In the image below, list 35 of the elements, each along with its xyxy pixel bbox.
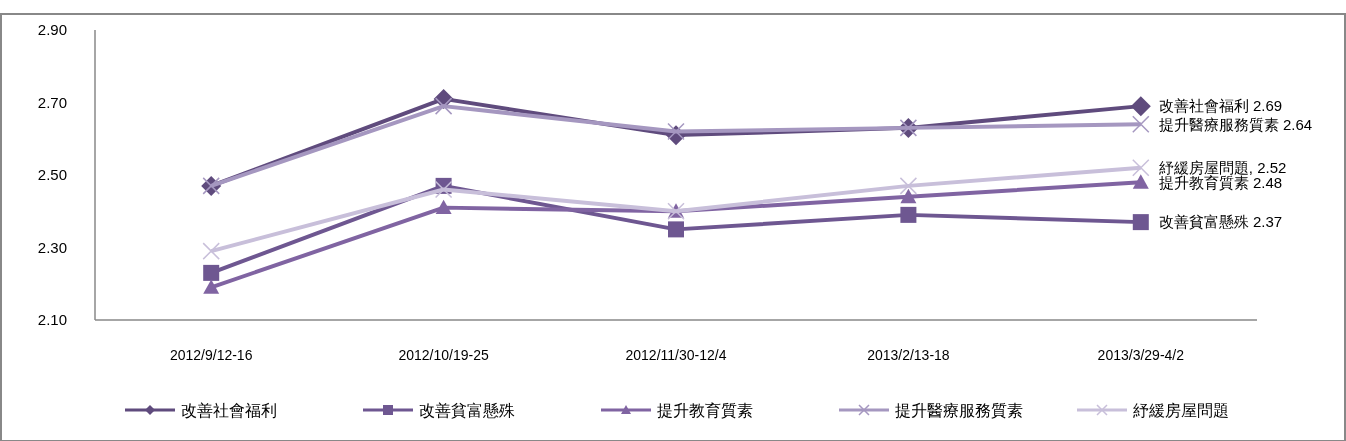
y-tick-label: 2.10 [37, 311, 67, 329]
annotation: 改善貧富懸殊 2.37 [1158, 213, 1283, 231]
point [202, 242, 220, 260]
annotation: 提升醫療服務質素 2.64 [1158, 115, 1313, 133]
point [899, 177, 918, 195]
point [434, 97, 453, 115]
point [900, 188, 917, 204]
point [434, 180, 453, 199]
legend-label: 提升教育質素 [657, 401, 753, 419]
y-tick-label: 2.30 [37, 238, 67, 256]
annotation: 改善社會福利 2.69 [1158, 97, 1283, 115]
legend-label: 紓緩房屋問題 [1133, 401, 1229, 419]
legend-label: 改善貧富懸殊 [419, 401, 515, 419]
point [667, 122, 685, 141]
x-tick-label: 2013/2/13-18 [867, 347, 950, 363]
x-tick-label: 2012/10/19-25 [398, 347, 489, 363]
y-tick-label: 2.90 [37, 21, 67, 39]
point [1132, 159, 1150, 177]
y-tick-label: 2.50 [37, 166, 67, 184]
x-tick-label: 2012/9/12-16 [169, 347, 253, 363]
legend-label: 提升醫療服務質素 [895, 401, 1023, 419]
legend-label: 改善社會福利 [181, 401, 277, 419]
point [203, 279, 220, 294]
point [1132, 214, 1149, 231]
y-tick-label: 2.70 [37, 93, 67, 111]
point [435, 199, 452, 215]
x-tick-label: 2013/3/29-4/2 [1097, 347, 1185, 363]
point [1132, 115, 1150, 133]
point [1130, 96, 1151, 117]
point [1132, 174, 1149, 189]
point [203, 264, 220, 281]
point [900, 206, 917, 223]
annotation: 紓緩房屋問題, 2.52 [1158, 159, 1287, 176]
x-tick-label: 2012/11/30-12/4 [625, 347, 727, 363]
point [668, 221, 684, 238]
